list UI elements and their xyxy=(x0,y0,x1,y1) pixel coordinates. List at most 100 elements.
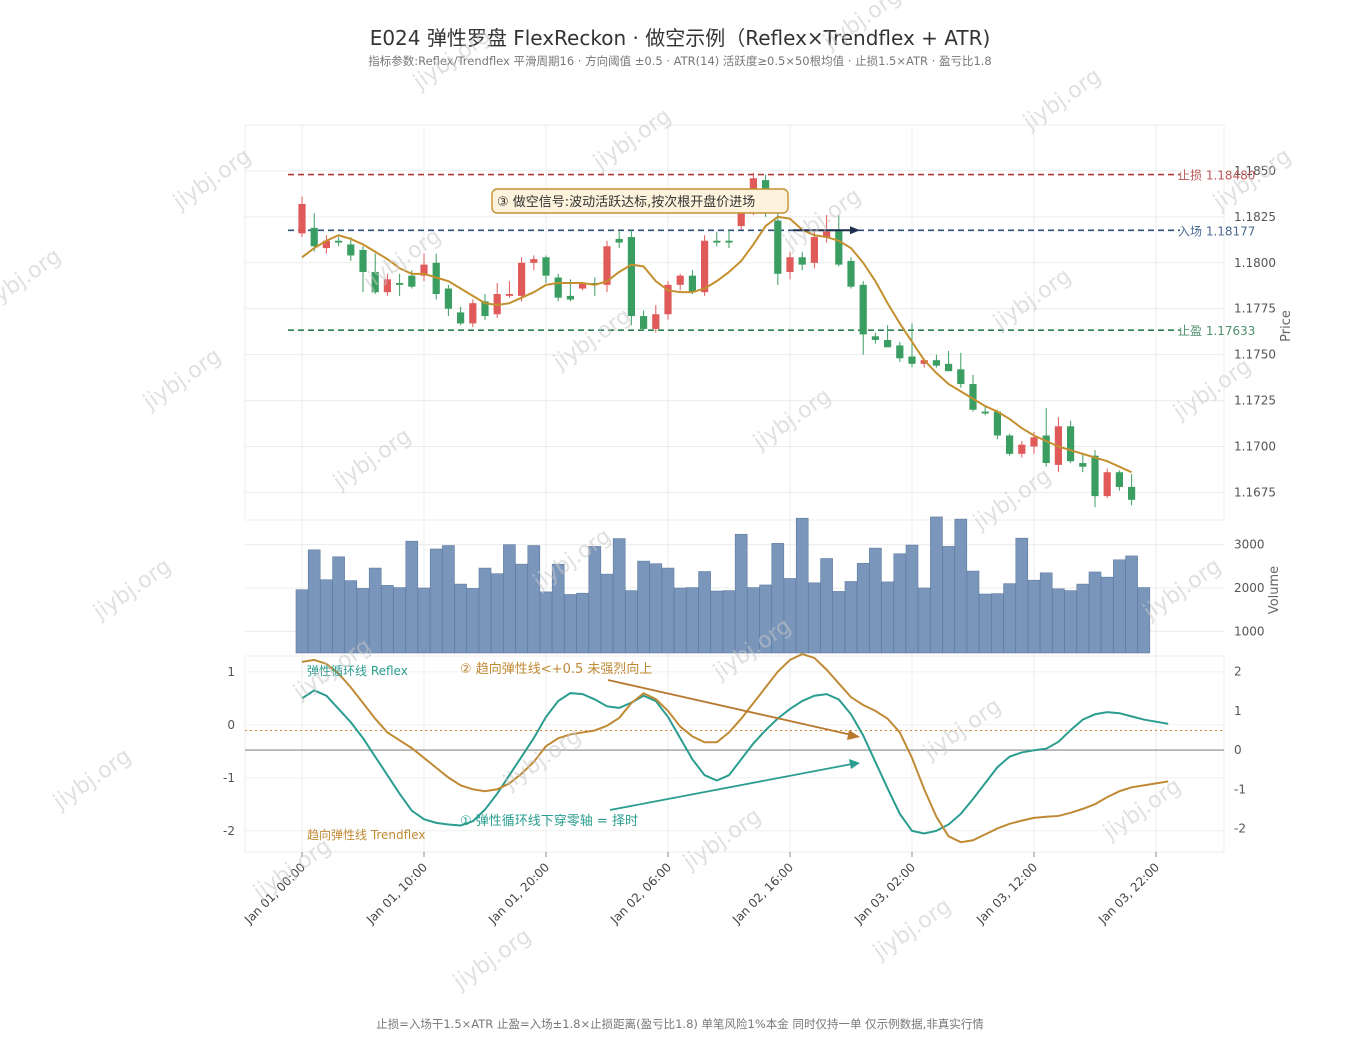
candle-body xyxy=(652,314,660,329)
level-label: 入场 1.18177 xyxy=(1178,224,1255,238)
reflex-annotation-arrow xyxy=(609,763,853,811)
watermark-text: jiybj.org xyxy=(168,144,256,216)
volume-bar xyxy=(844,581,858,654)
candle-body xyxy=(1067,426,1075,462)
candle-body xyxy=(469,303,477,324)
level-label: 止损 1.18480 xyxy=(1178,169,1255,183)
volume-bar xyxy=(442,545,455,654)
volume-axis-label: Volume xyxy=(1267,566,1282,614)
watermark-text: jiybj.org xyxy=(1098,774,1186,846)
candle-body xyxy=(847,260,855,287)
signal-annotation: ③ 做空信号:波动活跃达标,按次根开盘价进场 xyxy=(497,194,755,210)
candle-body xyxy=(884,339,892,348)
candle-body xyxy=(554,277,562,298)
candle-body xyxy=(627,237,635,317)
candle-body xyxy=(957,369,965,385)
volume-bar xyxy=(393,587,406,654)
volume-bar xyxy=(625,590,638,654)
volume-bar xyxy=(1088,571,1102,654)
candle-body xyxy=(725,240,733,243)
volume-bar xyxy=(307,549,321,654)
volume-bar xyxy=(917,587,931,654)
volume-bar xyxy=(783,578,797,654)
oscillator-left-tick-label: -1 xyxy=(223,771,235,785)
reflex-arrowhead xyxy=(849,759,860,769)
watermark-text: jiybj.org xyxy=(138,344,226,416)
volume-bar xyxy=(930,516,943,654)
volume-bar xyxy=(320,579,333,654)
candle-body xyxy=(786,257,794,272)
price-tick-label: 1.1850 xyxy=(1234,164,1276,178)
oscillator-left-tick-label: 0 xyxy=(227,718,235,732)
candle-body xyxy=(383,279,391,293)
candle-body xyxy=(664,284,672,315)
page-subtitle: 指标参数:Reflex/Trendflex 平滑周期16 · 方向阈值 ±0.5… xyxy=(368,54,992,68)
candle-body xyxy=(640,316,648,329)
volume-bar xyxy=(332,556,345,654)
trendflex-annotation: ② 趋向弹性线<+0.5 未强烈向上 xyxy=(460,661,652,677)
volume-bar xyxy=(795,517,809,654)
volume-bar xyxy=(503,544,516,654)
watermark-text: jiybj.org xyxy=(818,0,906,55)
volume-bar xyxy=(1100,576,1114,654)
price-tick-label: 1.1675 xyxy=(1234,485,1276,499)
volume-bar xyxy=(881,581,894,654)
volume-bar xyxy=(673,587,687,654)
candle-body xyxy=(359,249,367,272)
watermark-text: jiybj.org xyxy=(1138,554,1226,626)
watermark-text: jiybj.org xyxy=(88,554,176,626)
volume-bar xyxy=(600,573,614,654)
candle-body xyxy=(1018,444,1026,454)
x-tick-label: Jan 03, 12:00 xyxy=(973,860,1040,927)
candle-body xyxy=(1030,437,1038,447)
candle-body xyxy=(347,244,355,256)
trendflex-arrowhead xyxy=(847,730,860,740)
volume-tick-label: 3000 xyxy=(1234,538,1265,552)
volume-bar xyxy=(1125,555,1138,654)
oscillator-series-line xyxy=(301,652,1169,844)
volume-bar xyxy=(417,587,431,654)
volume-bar xyxy=(698,571,711,654)
candle-body xyxy=(481,301,489,317)
volume-bar xyxy=(893,553,907,654)
x-tick-label: Jan 02, 16:00 xyxy=(729,860,796,927)
candle-body xyxy=(1006,435,1014,454)
candle-body xyxy=(396,283,404,285)
candle-body xyxy=(408,275,416,287)
volume-bar xyxy=(722,590,736,654)
candle-body xyxy=(737,211,745,227)
candle-body xyxy=(945,363,953,372)
candle-body xyxy=(969,384,977,410)
oscillator-right-tick-label: 2 xyxy=(1234,665,1242,679)
volume-tick-label: 1000 xyxy=(1234,624,1265,638)
x-tick-label: Jan 02, 06:00 xyxy=(607,860,674,927)
x-tick-label: Jan 01, 10:00 xyxy=(363,860,430,927)
candle-body xyxy=(908,356,916,364)
candle-body xyxy=(530,259,538,263)
candle-body xyxy=(920,360,928,364)
volume-bar xyxy=(429,548,443,654)
volume-bar xyxy=(710,590,724,654)
price-tick-label: 1.1800 xyxy=(1234,256,1276,270)
volume-bar xyxy=(490,573,504,654)
candle-body xyxy=(701,240,709,293)
volume-bar xyxy=(954,518,968,654)
candle-body xyxy=(1103,472,1111,497)
volume-bar xyxy=(808,582,821,654)
candle-body xyxy=(1079,463,1087,467)
price-tick-label: 1.1825 xyxy=(1234,210,1276,224)
candle-body xyxy=(713,240,721,243)
oscillator-right-tick-label: 0 xyxy=(1234,743,1242,757)
volume-bar xyxy=(527,545,541,654)
volume-bar xyxy=(1076,583,1090,654)
reflex-annotation: ① 弹性循环线下穿零轴 = 择时 xyxy=(460,813,638,829)
candle-body xyxy=(457,312,465,324)
volume-bar xyxy=(832,591,846,654)
volume-bar xyxy=(1015,537,1029,654)
watermark-text: jiybj.org xyxy=(248,834,336,906)
candle-body xyxy=(1128,486,1136,500)
watermark-text: jiybj.org xyxy=(498,724,586,796)
volume-bar xyxy=(454,583,467,654)
signal-annotation-box xyxy=(491,188,789,214)
